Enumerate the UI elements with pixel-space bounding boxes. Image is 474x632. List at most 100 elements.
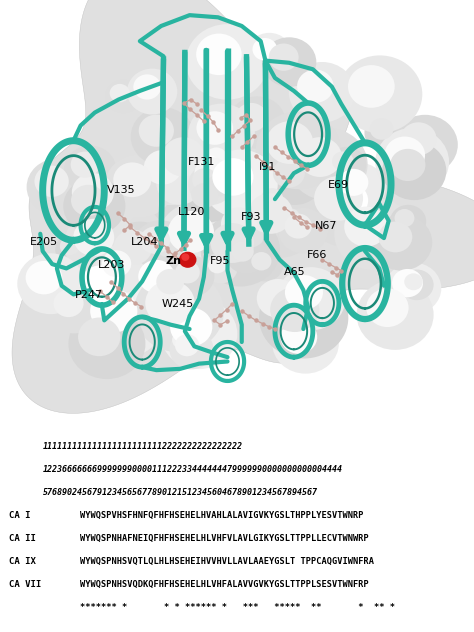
Circle shape: [392, 115, 458, 175]
Circle shape: [298, 137, 342, 177]
Circle shape: [248, 193, 293, 234]
Circle shape: [105, 154, 174, 217]
Circle shape: [170, 256, 214, 297]
Circle shape: [321, 175, 391, 238]
Circle shape: [154, 222, 203, 267]
Circle shape: [109, 84, 130, 102]
Circle shape: [187, 150, 250, 208]
Circle shape: [289, 62, 355, 123]
Circle shape: [145, 281, 195, 325]
Circle shape: [192, 150, 235, 190]
Circle shape: [332, 162, 386, 212]
Circle shape: [152, 128, 230, 200]
Circle shape: [394, 209, 414, 228]
Circle shape: [255, 111, 341, 189]
Circle shape: [266, 121, 313, 164]
Circle shape: [156, 269, 184, 295]
Circle shape: [285, 275, 323, 310]
Circle shape: [72, 173, 114, 212]
Circle shape: [404, 274, 423, 290]
Circle shape: [188, 104, 255, 165]
Circle shape: [139, 114, 174, 147]
Circle shape: [366, 288, 409, 327]
Circle shape: [269, 44, 299, 71]
Circle shape: [390, 149, 426, 181]
Circle shape: [276, 204, 311, 236]
Circle shape: [236, 103, 267, 131]
Circle shape: [330, 183, 368, 218]
Text: E205: E205: [29, 236, 58, 246]
Circle shape: [113, 162, 151, 197]
Circle shape: [201, 214, 280, 286]
Text: F131: F131: [188, 157, 215, 167]
Circle shape: [95, 244, 148, 293]
Circle shape: [281, 209, 300, 226]
Circle shape: [168, 327, 202, 359]
Text: P247: P247: [75, 290, 103, 300]
Circle shape: [149, 228, 197, 271]
Circle shape: [172, 332, 191, 349]
Circle shape: [191, 183, 219, 208]
Circle shape: [303, 166, 392, 247]
Circle shape: [105, 80, 142, 113]
Text: Zn: Zn: [165, 257, 181, 267]
Circle shape: [379, 221, 412, 252]
Circle shape: [178, 154, 260, 229]
Circle shape: [210, 223, 254, 263]
Text: F93: F93: [241, 212, 262, 222]
Circle shape: [188, 164, 233, 205]
Text: WYWQSPNHAFNEIQFHFHSEHELHLVHFVLAVLGIKYGSLTTPPLLECVTWNWRP: WYWQSPNHAFNEIQFHFHSEHELHLVHFVLAVLGIKYGSL…: [80, 534, 368, 543]
Circle shape: [273, 159, 305, 188]
Text: L203: L203: [98, 260, 125, 270]
Circle shape: [160, 228, 187, 252]
Circle shape: [203, 150, 278, 218]
Circle shape: [46, 283, 101, 334]
Circle shape: [62, 164, 139, 234]
Circle shape: [198, 155, 221, 177]
Text: W245: W245: [162, 299, 194, 309]
Circle shape: [332, 152, 354, 171]
Text: 5768902456791234565677890121512345604678901234567894567: 5768902456791234565677890121512345604678…: [43, 488, 318, 497]
Circle shape: [288, 128, 368, 200]
Text: L204: L204: [131, 236, 158, 246]
Circle shape: [334, 198, 414, 270]
Circle shape: [278, 208, 328, 253]
Circle shape: [208, 257, 227, 274]
Circle shape: [102, 250, 131, 277]
Circle shape: [400, 269, 434, 300]
Circle shape: [204, 253, 237, 283]
Circle shape: [206, 175, 229, 197]
Circle shape: [236, 221, 265, 248]
Circle shape: [64, 210, 138, 278]
Circle shape: [90, 289, 137, 332]
Text: 1111111111111111111111112222222222222222: 1111111111111111111111112222222222222222: [43, 442, 243, 451]
Circle shape: [212, 158, 254, 196]
Circle shape: [228, 96, 286, 149]
Circle shape: [337, 56, 422, 133]
Circle shape: [201, 143, 239, 178]
Circle shape: [114, 229, 152, 265]
Circle shape: [365, 113, 407, 152]
Circle shape: [17, 253, 84, 314]
Circle shape: [196, 111, 233, 145]
Circle shape: [194, 157, 229, 189]
Circle shape: [281, 320, 317, 354]
Circle shape: [135, 142, 204, 205]
Text: A65: A65: [284, 267, 306, 277]
Circle shape: [401, 123, 437, 155]
Circle shape: [162, 137, 205, 176]
Circle shape: [175, 334, 199, 356]
Text: CA IX: CA IX: [9, 557, 36, 566]
Circle shape: [150, 263, 201, 309]
Text: ******* *       * * ****** *   ***   *****  **       *  ** *: ******* * * * ****** * *** ***** ** * **…: [80, 603, 395, 612]
Circle shape: [130, 252, 196, 313]
Polygon shape: [12, 0, 474, 413]
Circle shape: [63, 178, 126, 234]
Text: WYWQSPVHSFHNFQFHFHSEHELHVAHLALAVIGVKYGSLTHPPLYESVTWNRP: WYWQSPVHSFHNFQFHFHSEHELHVAHLALAVIGVKYGSL…: [80, 511, 363, 520]
Circle shape: [382, 142, 447, 200]
Circle shape: [73, 219, 114, 256]
Circle shape: [221, 207, 257, 241]
Circle shape: [270, 287, 319, 332]
Text: CA II: CA II: [9, 534, 36, 543]
Circle shape: [276, 123, 310, 154]
